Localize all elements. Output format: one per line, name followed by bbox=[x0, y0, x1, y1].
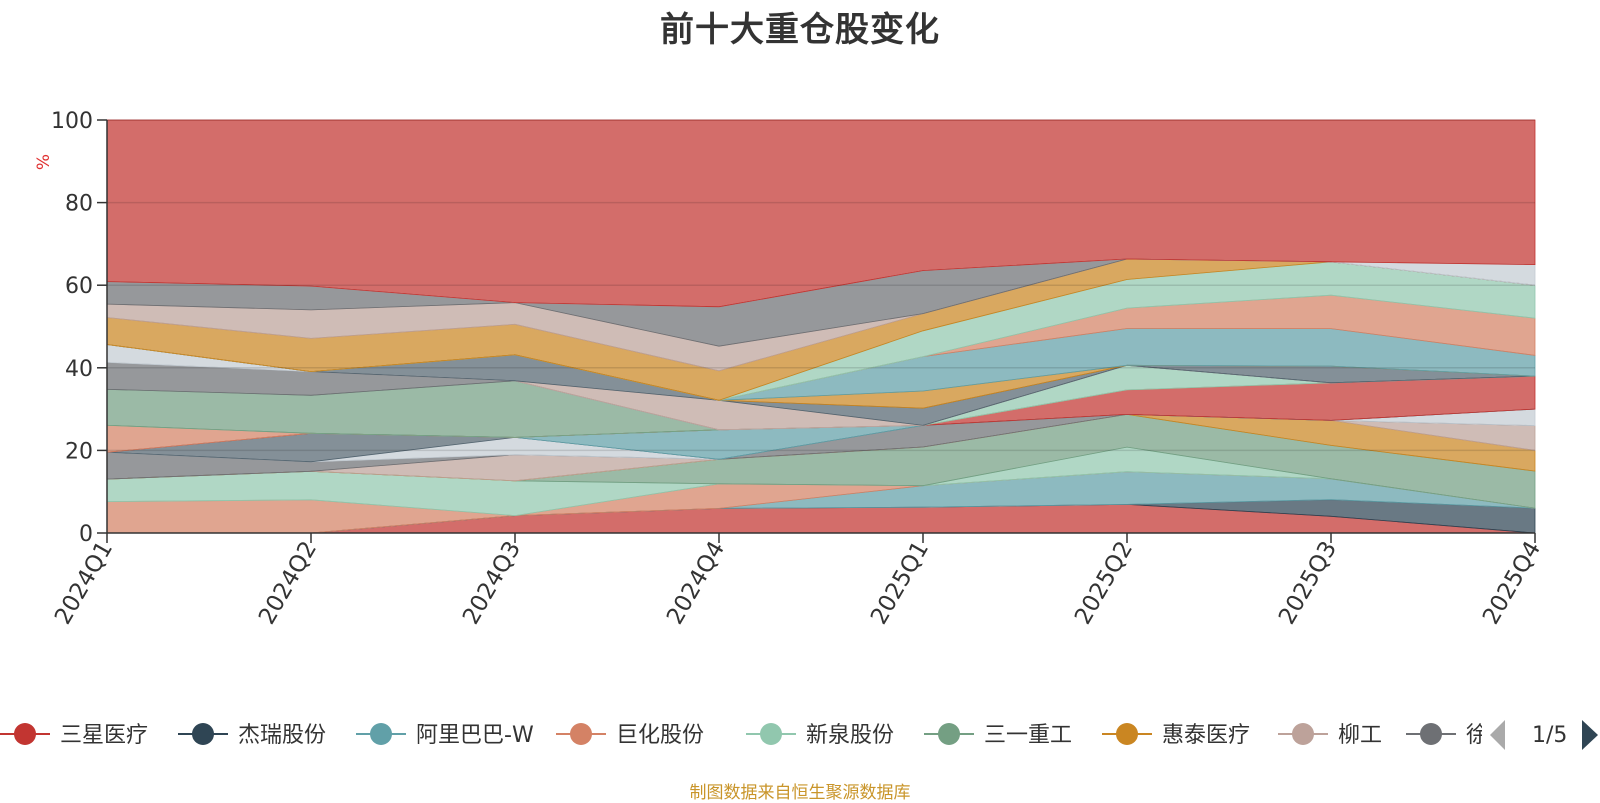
legend-item-阿里巴巴-W[interactable]: 阿里巴巴-W bbox=[356, 723, 534, 748]
x-tick-label-2024Q3: 2024Q3 bbox=[458, 537, 526, 629]
y-tick-label-80: 80 bbox=[65, 192, 93, 217]
legend-label: 三星医疗 bbox=[60, 723, 148, 748]
x-tick-label-2025Q1: 2025Q1 bbox=[866, 537, 934, 629]
legend-item-新泉股份[interactable]: 新泉股份 bbox=[746, 723, 894, 748]
legend-item-巨化股份[interactable]: 巨化股份 bbox=[556, 723, 704, 748]
legend-marker bbox=[1420, 723, 1442, 745]
legend-marker bbox=[1116, 723, 1138, 745]
legend-marker bbox=[1292, 723, 1314, 745]
area-其他[interactable] bbox=[106, 119, 1536, 308]
legend-marker bbox=[14, 723, 36, 745]
legend-label: 巨化股份 bbox=[616, 723, 704, 748]
area-series-layer bbox=[106, 119, 1536, 534]
legend-marker bbox=[760, 723, 782, 745]
legend-item-徐工机械[interactable]: 徐工机械 bbox=[1406, 723, 1554, 748]
grid-layer bbox=[107, 119, 1535, 452]
y-tick-label-60: 60 bbox=[65, 274, 93, 299]
legend-marker bbox=[370, 723, 392, 745]
legend-item-杰瑞股份[interactable]: 杰瑞股份 bbox=[178, 723, 326, 748]
x-tick-label-2024Q1: 2024Q1 bbox=[50, 537, 118, 629]
y-tick-label-0: 0 bbox=[79, 522, 93, 547]
x-tick-label-2025Q2: 2025Q2 bbox=[1070, 537, 1138, 629]
legend-label: 徐工机械 bbox=[1466, 723, 1554, 748]
legend-items: 三星医疗 杰瑞股份 阿里巴巴-W 巨化股份 新泉股份 三一重工 惠泰医疗 柳工 徐工机械 bbox=[0, 723, 1554, 748]
legend-label: 柳工 bbox=[1338, 723, 1382, 748]
x-tick-label-2025Q4: 2025Q4 bbox=[1478, 537, 1546, 629]
legend-marker bbox=[570, 723, 592, 745]
y-tick-label-40: 40 bbox=[65, 357, 93, 382]
legend-label: 阿里巴巴-W bbox=[416, 723, 534, 748]
data-source-note: 制图数据来自恒生聚源数据库 bbox=[689, 783, 911, 803]
legend-marker bbox=[938, 723, 960, 745]
legend-item-三星医疗[interactable]: 三星医疗 bbox=[0, 723, 148, 748]
legend-label: 杰瑞股份 bbox=[238, 723, 326, 748]
legend-marker bbox=[192, 723, 214, 745]
legend-item-惠泰医疗[interactable]: 惠泰医疗 bbox=[1102, 723, 1250, 748]
y-axis-unit-label: % bbox=[34, 154, 54, 170]
chart-title: 前十大重仓股变化 bbox=[660, 10, 940, 50]
legend-label: 三一重工 bbox=[984, 723, 1072, 748]
x-tick-label-2024Q2: 2024Q2 bbox=[254, 537, 322, 629]
y-tick-label-20: 20 bbox=[65, 439, 93, 464]
y-tick-label-100: 100 bbox=[51, 109, 93, 134]
legend-prev-page-icon[interactable] bbox=[1490, 720, 1505, 750]
legend-next-page-icon[interactable] bbox=[1582, 720, 1598, 750]
x-tick-label-2025Q3: 2025Q3 bbox=[1274, 537, 1342, 629]
legend-label: 新泉股份 bbox=[806, 723, 894, 748]
legend-page-indicator: 1/5 bbox=[1532, 723, 1567, 748]
x-tick-label-2024Q4: 2024Q4 bbox=[662, 537, 730, 629]
legend-item-柳工[interactable]: 柳工 bbox=[1278, 723, 1382, 748]
legend-label: 惠泰医疗 bbox=[1162, 723, 1250, 748]
legend-item-三一重工[interactable]: 三一重工 bbox=[924, 723, 1072, 748]
